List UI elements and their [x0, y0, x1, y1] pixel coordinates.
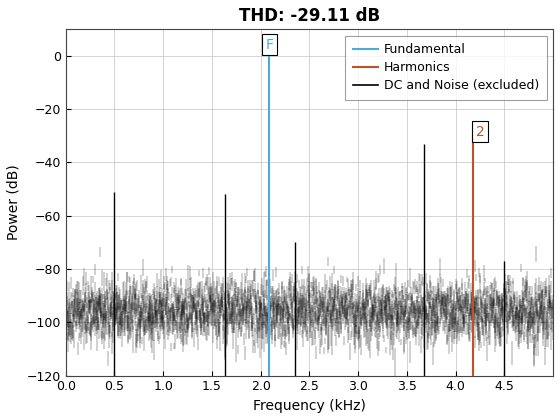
Y-axis label: Power (dB): Power (dB) — [7, 165, 21, 240]
Text: 2: 2 — [475, 124, 484, 139]
Title: THD: -29.11 dB: THD: -29.11 dB — [239, 7, 380, 25]
Legend: Fundamental, Harmonics, DC and Noise (excluded): Fundamental, Harmonics, DC and Noise (ex… — [346, 36, 547, 100]
X-axis label: Frequency (kHz): Frequency (kHz) — [253, 399, 366, 413]
Text: F: F — [265, 38, 273, 52]
